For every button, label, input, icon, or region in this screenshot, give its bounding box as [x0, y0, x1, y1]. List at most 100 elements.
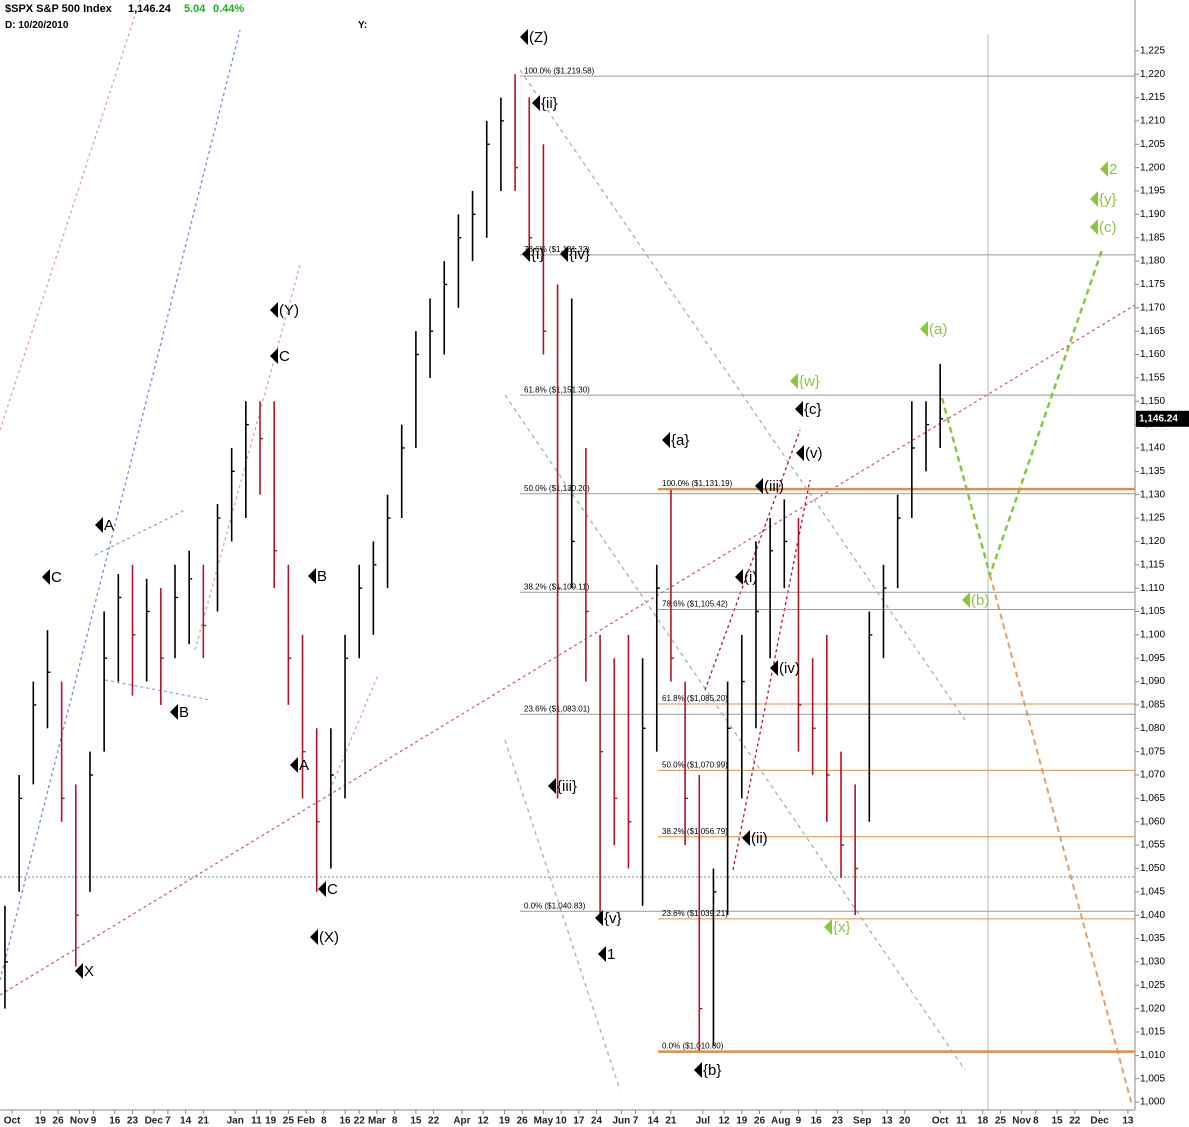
wave-label: {i}	[531, 246, 544, 263]
x-tick-label: 22	[354, 1116, 366, 1127]
x-tick-label: 8	[1033, 1116, 1039, 1127]
x-tick-label: 26	[53, 1116, 65, 1127]
wave-label: A	[104, 517, 114, 534]
x-tick-label: 14	[648, 1116, 660, 1127]
x-tick-label: 9	[91, 1116, 97, 1127]
x-tick-label: May	[534, 1116, 554, 1127]
price-change-pct: 0.44%	[213, 3, 245, 15]
y-tick-label: 1,005	[1140, 1073, 1165, 1084]
wave-marker	[662, 432, 670, 448]
price-tag-label: 1,146.24	[1139, 413, 1178, 424]
x-tick-label: 22	[1069, 1116, 1081, 1127]
x-tick-label: Dec	[1090, 1116, 1109, 1127]
y-tick-label: 1,045	[1140, 886, 1165, 897]
wave-marker	[735, 569, 743, 585]
wave-marker	[532, 95, 540, 111]
x-tick-label: 18	[977, 1116, 989, 1127]
y-tick-label: 1,095	[1140, 653, 1165, 664]
x-tick-label: 11	[251, 1116, 262, 1127]
wave-label: (b)	[971, 592, 989, 609]
y-tick-label: 1,100	[1140, 629, 1165, 640]
y-tick-label: 1,180	[1140, 256, 1165, 267]
x-tick-label: Feb	[297, 1116, 315, 1127]
x-tick-label: Aug	[771, 1116, 790, 1127]
y-tick-label: 1,080	[1140, 723, 1165, 734]
projection-line	[989, 574, 1133, 1106]
y-tick-label: 1,215	[1140, 92, 1165, 103]
y-tick-label: 1,090	[1140, 676, 1165, 687]
wave-marker	[1100, 161, 1108, 177]
wave-marker	[170, 704, 178, 720]
wave-label: B	[317, 568, 327, 585]
x-tick-label: 24	[591, 1116, 603, 1127]
wave-marker	[548, 778, 556, 794]
x-tick-label: 13	[881, 1116, 893, 1127]
y-tick-label: 1,175	[1140, 279, 1165, 290]
wave-label: X	[84, 963, 94, 980]
x-tick-label: 15	[1052, 1116, 1064, 1127]
x-tick-label: 9	[796, 1116, 802, 1127]
trend-line	[94, 509, 186, 556]
trend-line	[0, 304, 1136, 996]
x-tick-label: 8	[321, 1116, 327, 1127]
drawings	[0, 0, 1136, 1111]
wave-label: C	[51, 569, 62, 586]
x-tick-label: 19	[265, 1116, 277, 1127]
x-tick-label: 17	[573, 1116, 585, 1127]
wave-label: (iv)	[779, 660, 800, 677]
wave-label: (i)	[744, 569, 757, 586]
y-tick-label: 1,120	[1140, 536, 1165, 547]
x-tick-label: 10	[556, 1116, 568, 1127]
wave-marker	[520, 29, 528, 45]
x-tick-label: 19	[499, 1116, 511, 1127]
x-tick-label: 16	[109, 1116, 121, 1127]
x-tick-label: 12	[478, 1116, 490, 1127]
wave-label: {w}	[799, 373, 820, 390]
y-tick-label: 1,155	[1140, 373, 1165, 384]
wave-label: (X)	[319, 929, 339, 946]
wave-label: (Z)	[529, 29, 548, 46]
fib-label: 61.8% ($1,085.20)	[662, 694, 728, 703]
symbol-title: $SPX S&P 500 Index	[5, 3, 112, 15]
wave-label: {iv}	[569, 246, 590, 263]
fib-label: 38.2% ($1,056.79)	[662, 827, 728, 836]
x-tick-label: 26	[517, 1116, 529, 1127]
x-tick-label: 8	[392, 1116, 398, 1127]
x-tick-label: Oct	[932, 1116, 949, 1127]
y-tick-label: 1,150	[1140, 396, 1165, 407]
price-tag	[1136, 410, 1189, 427]
y-tick-label: 1,050	[1140, 863, 1165, 874]
price-change: 5.04	[184, 3, 206, 15]
wave-marker	[920, 321, 928, 337]
x-tick-label: 19	[736, 1116, 748, 1127]
x-tick-label: 20	[899, 1116, 911, 1127]
x-tick-label: Jul	[696, 1116, 711, 1127]
y-tick-label: 1,225	[1140, 45, 1165, 56]
wave-marker	[95, 517, 103, 533]
wave-marker	[598, 946, 606, 962]
fib-label: 78.6% ($1,181.32)	[524, 245, 590, 254]
wave-marker	[796, 445, 804, 461]
header: $SPX S&P 500 Index 1,146.24 5.04 0.44% D…	[0, 0, 1135, 34]
fib-label: 100.0% ($1,131.19)	[662, 479, 733, 488]
y-tick-label: 1,170	[1140, 302, 1165, 313]
trend-line	[194, 264, 301, 651]
wave-marker	[755, 478, 763, 494]
wave-label: (iii)	[764, 478, 784, 495]
x-tick-label: 15	[410, 1116, 422, 1127]
wave-marker	[595, 910, 603, 926]
fib-label: 100.0% ($1,219.58)	[524, 66, 595, 75]
wave-label: (Y)	[279, 302, 299, 319]
fib-label: 0.0% ($1,040.83)	[524, 901, 586, 910]
y-tick-label: 1,165	[1140, 326, 1165, 337]
y-tick-label: 1,105	[1140, 606, 1165, 617]
y-tick-label: 1,025	[1140, 980, 1165, 991]
wave-marker	[1090, 219, 1098, 235]
wave-label: (ii)	[751, 830, 768, 847]
wave-label: C	[327, 881, 338, 898]
fib-label: 0.0% ($1,010.80)	[662, 1042, 724, 1051]
wave-marker	[308, 568, 316, 584]
x-tick-label: Dec	[145, 1116, 164, 1127]
